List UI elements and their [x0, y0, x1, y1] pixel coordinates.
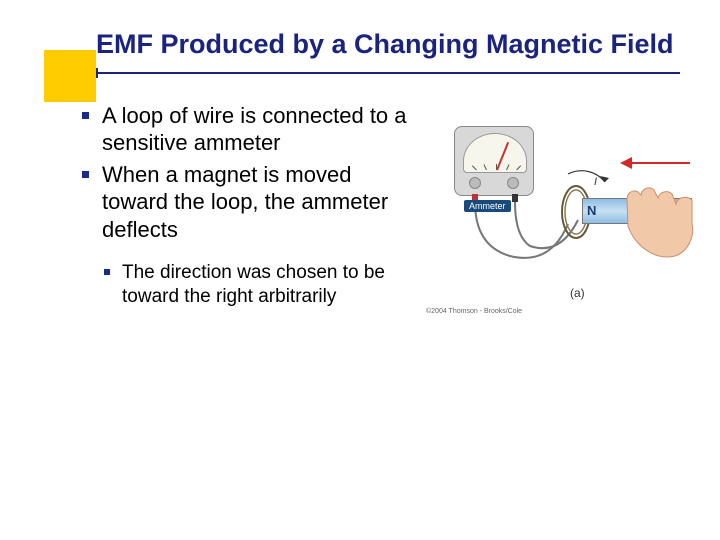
- motion-arrow-icon: [630, 162, 690, 164]
- magnet-south-pole: S: [637, 199, 691, 223]
- ammeter-knob: [469, 177, 481, 189]
- ammeter-terminal: [512, 194, 518, 202]
- bullet-item: A loop of wire is connected to a sensiti…: [80, 102, 410, 157]
- ammeter-face: [463, 133, 527, 173]
- subfigure-label: (a): [570, 286, 585, 300]
- slide-title: EMF Produced by a Changing Magnetic Fiel…: [96, 28, 680, 62]
- main-bullet-list: A loop of wire is connected to a sensiti…: [80, 102, 410, 244]
- ammeter-knob: [507, 177, 519, 189]
- figure-column: Ammeter I N S (a) ©2004 Thomson - Brooks…: [410, 102, 720, 309]
- magnet-north-pole: N: [583, 199, 637, 223]
- current-label: I: [594, 176, 597, 188]
- figure-diagram: Ammeter I N S (a) ©2004 Thomson - Brooks…: [420, 96, 700, 346]
- ammeter-label: Ammeter: [464, 200, 511, 212]
- title-region: EMF Produced by a Changing Magnetic Fiel…: [0, 0, 720, 74]
- accent-square: [44, 50, 96, 102]
- ammeter-icon: [454, 126, 534, 196]
- figure-copyright: ©2004 Thomson - Brooks/Cole: [426, 308, 522, 315]
- title-underline-tick: [96, 68, 98, 78]
- bar-magnet-icon: N S: [582, 198, 692, 224]
- sub-bullet-list: The direction was chosen to be toward th…: [102, 261, 410, 309]
- sub-bullet-item: The direction was chosen to be toward th…: [102, 261, 410, 309]
- text-column: A loop of wire is connected to a sensiti…: [80, 102, 410, 309]
- title-underline: [96, 72, 680, 74]
- body-region: A loop of wire is connected to a sensiti…: [0, 102, 720, 309]
- bullet-item: When a magnet is moved toward the loop, …: [80, 161, 410, 244]
